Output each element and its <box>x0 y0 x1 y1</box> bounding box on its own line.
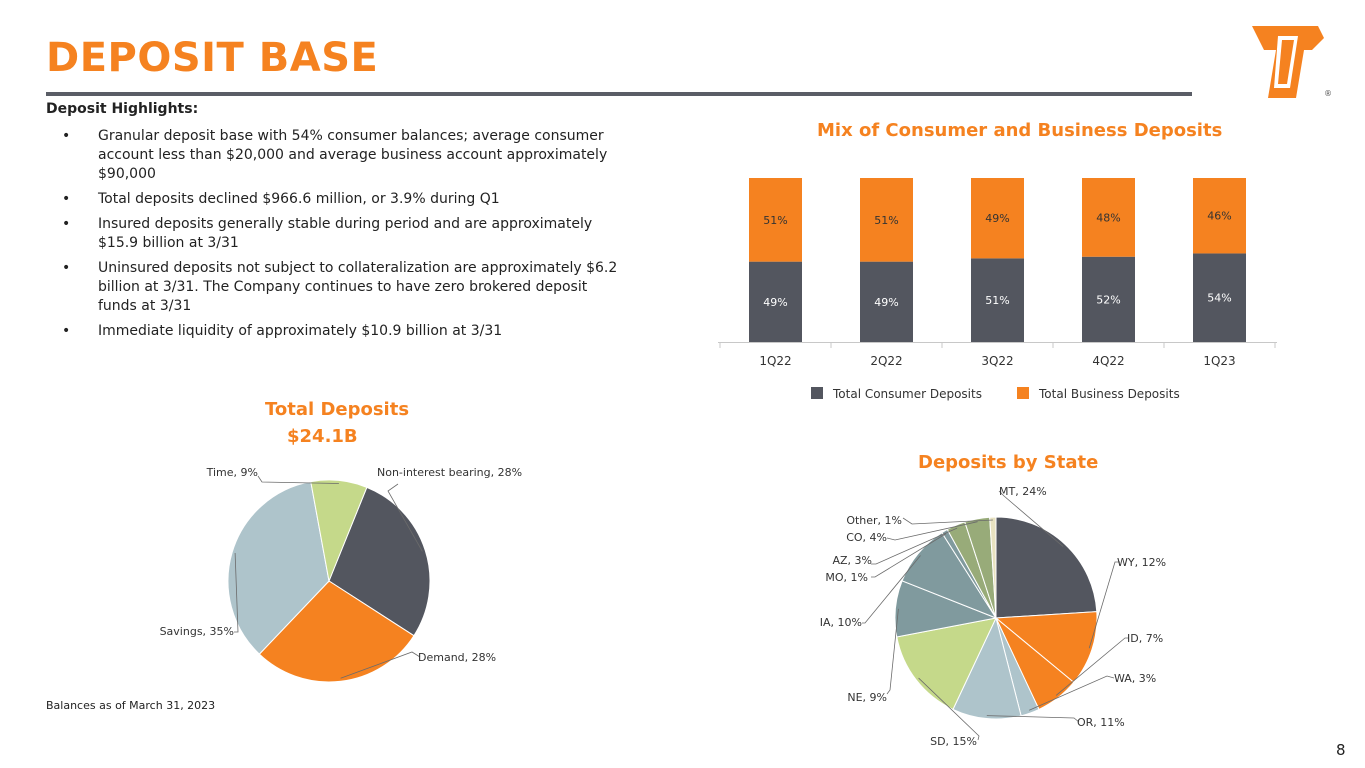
pie-slice-wy <box>994 611 1098 684</box>
x-tick-label: 3Q22 <box>981 354 1013 368</box>
pie-label: Non-interest bearing, 28% <box>377 466 522 479</box>
legend-consumer-swatch <box>811 387 823 399</box>
pie-slice-mt <box>995 516 1098 619</box>
leader-line <box>387 483 423 552</box>
leader-line <box>1088 561 1120 649</box>
business-bar-label: 51% <box>874 214 898 227</box>
pie-label: IA, 10% <box>820 616 862 629</box>
bullet-marker: • <box>62 216 71 232</box>
legend-consumer-label: Total Consumer Deposits <box>832 387 982 401</box>
highlights-heading: Deposit Highlights: <box>46 101 199 117</box>
leader-line <box>340 651 421 679</box>
highlight-text: Insured deposits generally stable during… <box>98 216 593 251</box>
leader-line <box>871 533 947 578</box>
business-bar <box>1193 178 1246 254</box>
pie-slice-non-interest-bearing <box>328 486 431 637</box>
business-bar-label: 46% <box>1207 210 1231 223</box>
pie-slice-demand <box>258 580 415 683</box>
bullet-marker: • <box>62 191 71 207</box>
consumer-bar-label: 52% <box>1096 293 1120 306</box>
leader-line <box>986 715 1080 723</box>
logo-inner <box>1278 40 1294 84</box>
leader-line <box>1029 675 1115 711</box>
total-deposits-title: Total Deposits <box>265 399 410 420</box>
consumer-bar <box>971 258 1024 342</box>
pie-label: Other, 1% <box>846 514 902 527</box>
leader-line <box>234 552 239 633</box>
highlight-item: • Uninsured deposits not subject to colla… <box>62 259 622 316</box>
business-bar <box>860 178 913 262</box>
consumer-bar <box>749 261 802 342</box>
mix-chart-title: Mix of Consumer and Business Deposits <box>817 120 1223 141</box>
consumer-bar-label: 54% <box>1207 292 1231 305</box>
business-bar-label: 51% <box>763 214 787 227</box>
legend-business-swatch <box>1017 387 1029 399</box>
logo-registered-mark: ® <box>1324 89 1332 98</box>
consumer-bar <box>1082 256 1135 342</box>
pie-label: WY, 12% <box>1117 556 1166 569</box>
pie-label: MO, 1% <box>825 571 868 584</box>
consumer-bar <box>1193 253 1246 342</box>
leader-line <box>886 608 899 695</box>
title-divider <box>46 92 1192 96</box>
x-tick-label: 2Q22 <box>870 354 902 368</box>
state-chart-title: Deposits by State <box>918 452 1099 473</box>
bullet-marker: • <box>62 128 71 144</box>
highlight-item: • Immediate liquidity of approximately $1… <box>62 322 622 341</box>
highlight-text: Total deposits declined $966.6 million, … <box>98 191 500 207</box>
pie-slice-savings <box>227 481 330 655</box>
leader-line <box>902 517 993 525</box>
consumer-bar-label: 51% <box>985 294 1009 307</box>
pie-label: NE, 9% <box>847 691 887 704</box>
footnote: Balances as of March 31, 2023 <box>46 699 216 712</box>
page-number: 8 <box>1336 741 1346 759</box>
pie-label: OR, 11% <box>1077 716 1125 729</box>
bullet-marker: • <box>62 260 71 276</box>
pie-label: Demand, 28% <box>418 651 496 664</box>
leader-line <box>998 490 1064 547</box>
pie-label: AZ, 3% <box>832 554 872 567</box>
consumer-bar <box>860 261 913 342</box>
business-bar <box>749 178 802 262</box>
company-logo-icon: ® <box>1252 26 1332 98</box>
leader-line <box>1055 637 1129 696</box>
leader-line <box>918 677 980 741</box>
consumer-bar-label: 49% <box>874 296 898 309</box>
pie-label: CO, 4% <box>846 531 887 544</box>
pie-label: MT, 24% <box>999 485 1047 498</box>
business-bar-label: 49% <box>985 212 1009 225</box>
pie-label: ID, 7% <box>1127 632 1163 645</box>
highlight-text: Uninsured deposits not subject to collat… <box>98 260 618 314</box>
business-bar-label: 48% <box>1096 211 1120 224</box>
leader-line <box>257 475 339 484</box>
business-bar <box>1082 178 1135 257</box>
leader-line <box>862 555 921 624</box>
page-title: DEPOSIT BASE <box>46 35 379 81</box>
highlight-text: Immediate liquidity of approximately $10… <box>98 323 503 339</box>
total-deposits-amount: $24.1B <box>287 426 358 447</box>
x-tick-label: 4Q22 <box>1092 354 1124 368</box>
highlight-item: • Insured deposits generally stable durin… <box>62 215 622 253</box>
pie-label: Time, 9% <box>206 466 258 479</box>
deposits-by-state-pie: MT, 24% WY, 12% ID, 7% WA, 3% OR, 11% SD, 15%… <box>820 485 1166 748</box>
pie-label: Savings, 35% <box>160 625 234 638</box>
bullet-marker: • <box>62 323 71 339</box>
business-bar <box>971 178 1024 259</box>
x-tick-label: 1Q22 <box>759 354 791 368</box>
pie-slice-time <box>310 479 368 583</box>
mix-bar-chart: 49% 51% 1Q22 49% 51% 2Q22 51% 49% 3Q22 52% 48% 4Q22… <box>718 178 1277 401</box>
consumer-bar-label: 49% <box>763 296 787 309</box>
highlights-list: • Granular deposit base with 54% consumer… <box>62 127 622 347</box>
legend-business-label: Total Business Deposits <box>1038 387 1180 401</box>
highlight-item: • Granular deposit base with 54% consumer… <box>62 127 622 184</box>
total-deposits-pie: Non-interest bearing, 28% Demand, 28% Savi… <box>160 466 522 683</box>
pie-label: SD, 15% <box>930 735 977 748</box>
pie-slice-other <box>989 516 997 619</box>
highlight-item: • Total deposits declined $966.6 million,… <box>62 190 622 209</box>
leader-line <box>871 527 958 565</box>
pie-label: WA, 3% <box>1114 672 1156 685</box>
x-tick-label: 1Q23 <box>1203 354 1235 368</box>
highlight-text: Granular deposit base with 54% consumer … <box>98 128 608 182</box>
leader-line <box>886 521 978 541</box>
